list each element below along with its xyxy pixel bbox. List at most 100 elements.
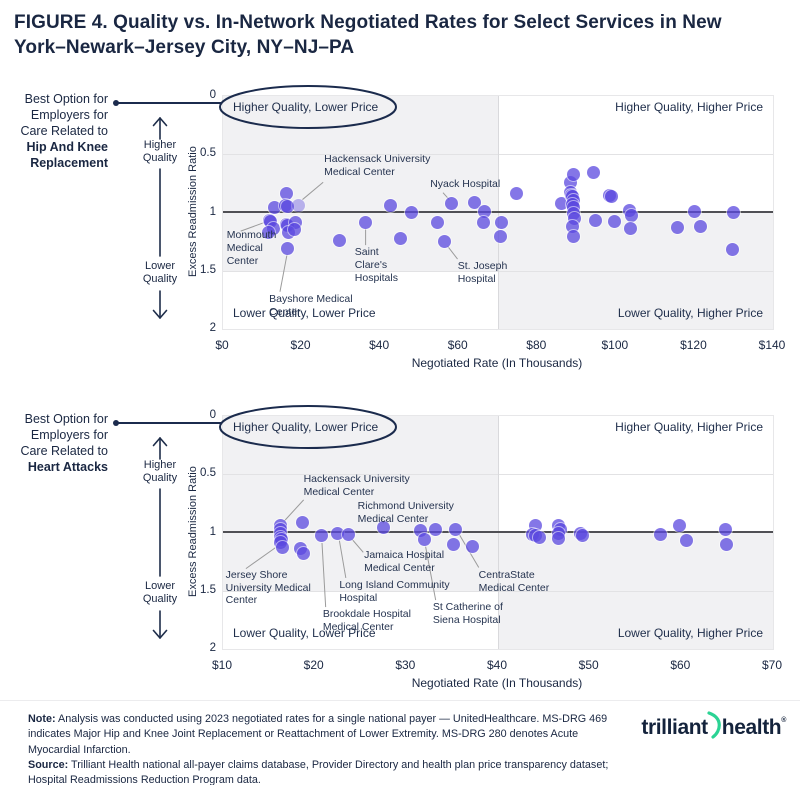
data-point bbox=[493, 230, 507, 244]
x-tick-label: $10 bbox=[211, 658, 233, 672]
x-tick-label: $60 bbox=[670, 658, 691, 672]
annotation-label-line: Medical bbox=[226, 241, 263, 254]
annotation-label-line: Medical Center bbox=[303, 486, 375, 499]
lower-quality-label: Lower Quality bbox=[142, 260, 178, 286]
data-point bbox=[726, 206, 740, 219]
annotation-label-line: Medical Center bbox=[322, 621, 394, 634]
data-point bbox=[405, 206, 419, 219]
data-point bbox=[438, 235, 452, 249]
data-point bbox=[359, 216, 373, 230]
quadrant-label-top-right: Higher Quality, Higher Price bbox=[615, 100, 763, 114]
annotation-label-line: Richmond University bbox=[357, 500, 454, 513]
footnote: Note: Analysis was conducted using 2023 … bbox=[28, 712, 628, 785]
annotation-label-line: Jamaica Hospital bbox=[364, 548, 445, 561]
annotation-label-line: Center bbox=[226, 254, 259, 267]
price-divider-line bbox=[497, 96, 499, 329]
x-axis-title: Negotiated Rate (In Thousands) bbox=[411, 356, 583, 370]
chart-heart-attacks: Best Option for Employers for Care Related… bbox=[0, 405, 800, 690]
annotation-label-line: Hospital bbox=[339, 592, 378, 605]
annotation-label: Jersey Shore University Medical Center bbox=[226, 569, 311, 607]
lower-quality-label: Lower Quality bbox=[142, 580, 178, 606]
x-tick-label: $30 bbox=[395, 658, 416, 672]
annotation-label-line: University Medical bbox=[225, 581, 311, 594]
x-tick-label: $100 bbox=[601, 338, 629, 352]
annotation-label-line: Saint bbox=[354, 246, 379, 259]
best-option-label-line: Employers for bbox=[30, 428, 108, 442]
annotation-label: Saint Clare's Hospitals bbox=[355, 246, 398, 284]
footer-divider bbox=[0, 700, 800, 701]
best-option-label-line: Best Option for bbox=[24, 412, 108, 426]
quadrant-label-top-left: Higher Quality, Lower Price bbox=[233, 100, 379, 114]
annotation-label: Jamaica Hospital Medical Center bbox=[364, 549, 444, 575]
annotation-label-line: Hackensack University bbox=[324, 153, 431, 166]
annotation-label-line: CentraState bbox=[478, 568, 535, 581]
higher-quality-label: Higher Quality bbox=[142, 139, 178, 165]
x-tick-label: $0 bbox=[215, 338, 229, 352]
x-tick-label: $20 bbox=[290, 338, 311, 352]
x-tick-label: $20 bbox=[303, 658, 324, 672]
annotation-label-line: St Catherine of bbox=[432, 601, 503, 614]
y-tick-label: 1 bbox=[209, 525, 216, 538]
data-point bbox=[431, 216, 445, 230]
y-tick-label: 0 bbox=[209, 89, 216, 101]
quadrant-label-bottom-right: Lower Quality, Higher Price bbox=[617, 306, 763, 320]
data-point bbox=[268, 201, 282, 215]
data-point bbox=[288, 223, 302, 237]
data-point bbox=[449, 522, 463, 536]
data-point bbox=[687, 204, 701, 218]
y-tick-label: 0.5 bbox=[200, 467, 216, 480]
annotation-label-line: Medical Center bbox=[324, 166, 395, 179]
quadrant-label-bottom-right: Lower Quality, Higher Price bbox=[617, 626, 763, 640]
y-tick-label: 1.5 bbox=[200, 263, 216, 276]
annotation-label: Hackensack University Medical Center bbox=[304, 473, 410, 499]
data-point bbox=[586, 166, 600, 180]
x-tick-label: $60 bbox=[447, 338, 468, 352]
x-tick-label: $50 bbox=[578, 658, 599, 672]
chart-hip-and-knee: Best Option for Employers for Care Related… bbox=[0, 85, 800, 370]
annotation-label-line: Brookdale Hospital bbox=[322, 608, 411, 621]
best-option-label-line: Replacement bbox=[30, 156, 108, 170]
quadrant-label-bottom-left: Lower Quality, Lower Price bbox=[233, 306, 376, 320]
source-label: Source: bbox=[28, 758, 69, 771]
annotation-label: CentraState Medical Center bbox=[479, 569, 550, 595]
data-point bbox=[671, 221, 685, 235]
data-point bbox=[575, 529, 589, 543]
annotation-label: Long Island Community Hospital bbox=[339, 579, 449, 605]
connector-line bbox=[116, 102, 228, 104]
annotation-label-line: Nyack Hospital bbox=[430, 177, 501, 190]
data-point bbox=[465, 539, 479, 553]
plot-area: Higher Quality, Lower Price Higher Quali… bbox=[219, 85, 774, 330]
data-point bbox=[418, 532, 432, 546]
data-point bbox=[468, 195, 482, 209]
annotation-label-line: Medical Center bbox=[357, 512, 429, 525]
data-point bbox=[565, 219, 579, 233]
data-point bbox=[296, 515, 310, 529]
plot-area: Higher Quality, Lower Price Higher Quali… bbox=[219, 405, 774, 650]
best-option-label-line: Care Related to bbox=[20, 124, 108, 138]
annotation-label-line: Medical Center bbox=[364, 561, 435, 574]
data-point bbox=[623, 222, 637, 236]
quadrant-label-top-left: Higher Quality, Lower Price bbox=[233, 420, 379, 434]
data-point bbox=[680, 534, 694, 548]
data-point bbox=[725, 243, 739, 257]
y-tick-label: 0.5 bbox=[200, 147, 216, 160]
annotation-label: Nyack Hospital bbox=[430, 178, 500, 191]
data-point bbox=[625, 209, 639, 223]
quality-arrow-icon bbox=[152, 117, 168, 319]
x-tick-label: $80 bbox=[526, 338, 547, 352]
readmission-reference-line bbox=[223, 210, 773, 213]
data-point bbox=[552, 531, 565, 545]
x-tick-label: $140 bbox=[758, 338, 786, 352]
note-label: Note: bbox=[28, 713, 56, 725]
best-option-label-line: Hip And Knee bbox=[26, 140, 108, 154]
data-point bbox=[653, 528, 667, 542]
higher-quality-label: Higher Quality bbox=[142, 459, 178, 485]
data-point bbox=[280, 187, 294, 201]
data-point bbox=[566, 230, 580, 244]
data-point bbox=[292, 199, 306, 212]
x-tick-label: $70 bbox=[761, 658, 783, 672]
x-axis-title: Negotiated Rate (In Thousands) bbox=[411, 676, 583, 690]
data-point bbox=[608, 215, 622, 229]
x-tick-label: $40 bbox=[369, 338, 390, 352]
data-point bbox=[383, 199, 397, 212]
